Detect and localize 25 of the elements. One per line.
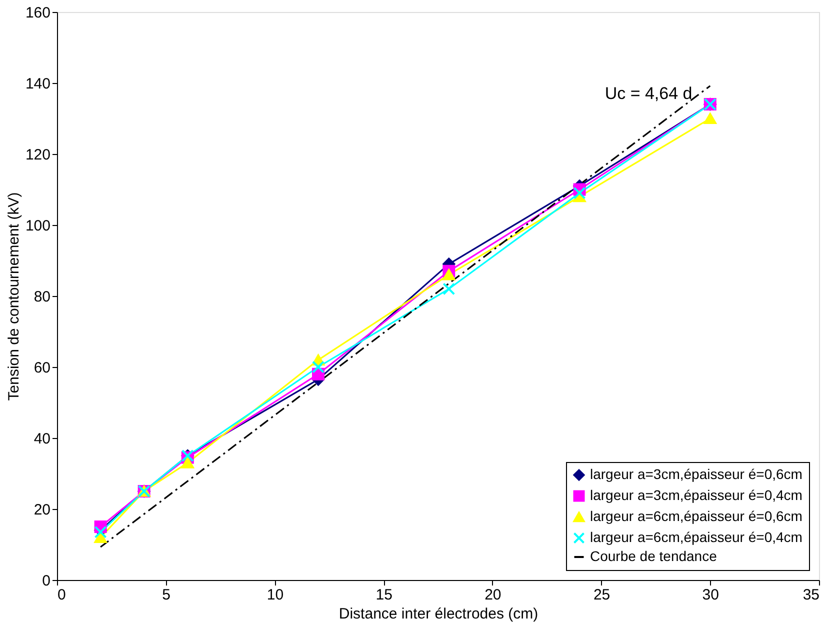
y-tick-label: 0 xyxy=(42,572,50,590)
x-tick-label: 25 xyxy=(593,586,610,604)
y-axis-title: Tension de contournement (kV) xyxy=(5,192,22,401)
y-tick-label: 20 xyxy=(34,502,50,518)
y-tick-label: 140 xyxy=(25,76,50,92)
x-tick-label: 15 xyxy=(376,586,392,604)
annotation: Uc = 4,64 d xyxy=(604,84,692,103)
legend-label: largeur a=3cm,épaisseur é=0,6cm xyxy=(590,466,802,482)
y-tick-label: 40 xyxy=(34,430,50,448)
legend-label: Courbe de tendance xyxy=(590,548,718,564)
legend-label: largeur a=6cm,épaisseur é=0,6cm xyxy=(590,508,802,524)
legend-label: largeur a=3cm,épaisseur é=0,4cm xyxy=(590,487,802,503)
x-tick-label: 35 xyxy=(802,586,820,604)
y-tick-label: 160 xyxy=(25,4,50,22)
x-tick-label: 30 xyxy=(702,586,719,604)
x-axis-title: Distance inter électrodes (cm) xyxy=(338,606,538,622)
y-tick-label: 80 xyxy=(34,288,50,306)
legend-label: largeur a=6cm,épaisseur é=0,4cm xyxy=(590,529,802,545)
y-tick-label: 60 xyxy=(34,360,50,376)
x-tick-label: 5 xyxy=(162,586,171,604)
x-tick-label: 10 xyxy=(266,586,284,604)
x-tick-label: 0 xyxy=(58,586,66,604)
x-tick-label: 20 xyxy=(484,586,502,604)
y-tick-label: 120 xyxy=(25,146,50,164)
y-tick-label: 100 xyxy=(25,218,50,234)
